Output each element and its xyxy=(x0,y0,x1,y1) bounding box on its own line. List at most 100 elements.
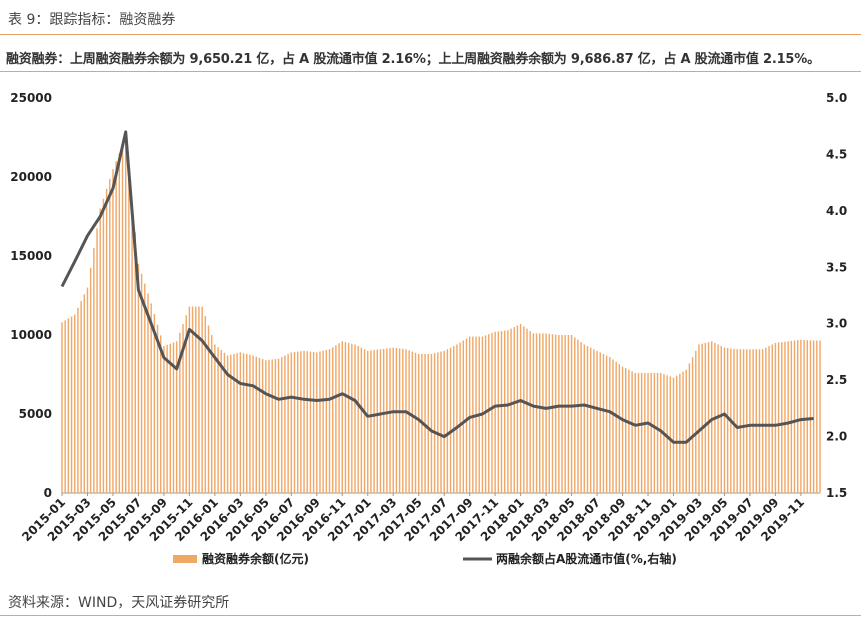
bar xyxy=(246,353,248,493)
bar xyxy=(86,287,89,493)
bar xyxy=(411,351,414,493)
bar xyxy=(77,307,79,493)
bar xyxy=(115,161,117,493)
bar xyxy=(453,346,455,493)
y-left-tick-label: 10000 xyxy=(10,328,52,342)
bar xyxy=(351,343,353,493)
bar xyxy=(796,340,799,493)
bar xyxy=(707,342,710,493)
bar xyxy=(596,350,598,493)
bar xyxy=(179,332,181,493)
bar xyxy=(574,337,576,493)
line-series-layer xyxy=(60,130,814,444)
bar xyxy=(389,348,391,493)
bar xyxy=(239,352,242,493)
bar xyxy=(204,316,207,493)
bar xyxy=(768,346,770,493)
bar xyxy=(121,145,124,493)
bar xyxy=(112,169,114,493)
bar xyxy=(733,348,735,493)
bar xyxy=(99,208,101,493)
bar xyxy=(312,351,315,493)
bar xyxy=(258,357,261,493)
bar xyxy=(634,372,636,493)
bar xyxy=(134,232,136,494)
bar-series-layer xyxy=(61,137,821,494)
table-caption: 表 9：跟踪指标：融资融券 xyxy=(8,12,176,28)
bar xyxy=(300,351,302,493)
bar xyxy=(784,341,786,493)
bar xyxy=(771,344,773,493)
bar xyxy=(513,327,515,493)
bar xyxy=(64,320,66,493)
bar xyxy=(440,351,442,493)
bar xyxy=(137,263,140,493)
bar xyxy=(166,344,168,493)
bar xyxy=(593,349,595,493)
bar xyxy=(370,350,372,493)
bar xyxy=(558,335,560,493)
bar xyxy=(679,373,681,493)
bar xyxy=(809,340,812,493)
source-note: 资料来源：WIND，天风证券研究所 xyxy=(8,595,230,611)
bar xyxy=(354,344,356,493)
bar xyxy=(580,342,582,493)
bar xyxy=(188,306,191,493)
bar xyxy=(749,349,751,493)
bar xyxy=(758,349,761,493)
bar xyxy=(494,331,496,493)
bar xyxy=(462,340,465,493)
bar xyxy=(449,347,452,493)
bar xyxy=(647,372,649,493)
bar xyxy=(586,346,589,493)
bar xyxy=(726,348,729,493)
bar xyxy=(191,306,194,493)
bar xyxy=(182,323,184,493)
bar xyxy=(338,343,340,493)
bar xyxy=(242,353,245,493)
bar xyxy=(341,341,343,493)
bar xyxy=(618,364,621,493)
bar xyxy=(427,353,429,493)
bar xyxy=(695,350,697,493)
bar xyxy=(701,343,703,493)
bar xyxy=(249,354,251,493)
bar xyxy=(124,137,127,493)
bar xyxy=(322,350,324,493)
bar xyxy=(710,341,713,493)
bar xyxy=(698,344,700,493)
footer-divider xyxy=(0,615,861,616)
bar xyxy=(704,342,707,493)
bar xyxy=(484,335,487,493)
bar xyxy=(806,340,808,493)
bar xyxy=(131,200,133,493)
bar xyxy=(605,355,608,493)
bar xyxy=(392,347,394,493)
bar xyxy=(185,315,187,493)
bar xyxy=(367,350,369,493)
bar xyxy=(284,355,286,493)
y-right-tick-label: 1.5 xyxy=(826,486,847,500)
bar xyxy=(118,153,121,494)
bar xyxy=(561,335,563,493)
bar xyxy=(437,352,439,493)
bar xyxy=(105,188,108,493)
summary-text: 融资融券：上周融资融券余额为 9,650.21 亿，占 A 股流通市值 2.16… xyxy=(6,52,820,67)
bar xyxy=(223,352,226,493)
bar xyxy=(599,352,601,493)
bar xyxy=(612,359,614,493)
bar xyxy=(720,346,722,493)
bar xyxy=(761,349,764,493)
bar xyxy=(296,351,299,493)
bar xyxy=(746,349,748,493)
bar xyxy=(675,375,678,493)
bar xyxy=(637,372,640,493)
bar xyxy=(271,359,273,493)
bar xyxy=(433,353,436,493)
bar xyxy=(414,352,417,493)
bar xyxy=(685,369,687,493)
bar xyxy=(752,349,754,493)
y-left-tick-label: 0 xyxy=(44,486,52,500)
bar xyxy=(144,283,146,493)
bar xyxy=(140,273,143,493)
